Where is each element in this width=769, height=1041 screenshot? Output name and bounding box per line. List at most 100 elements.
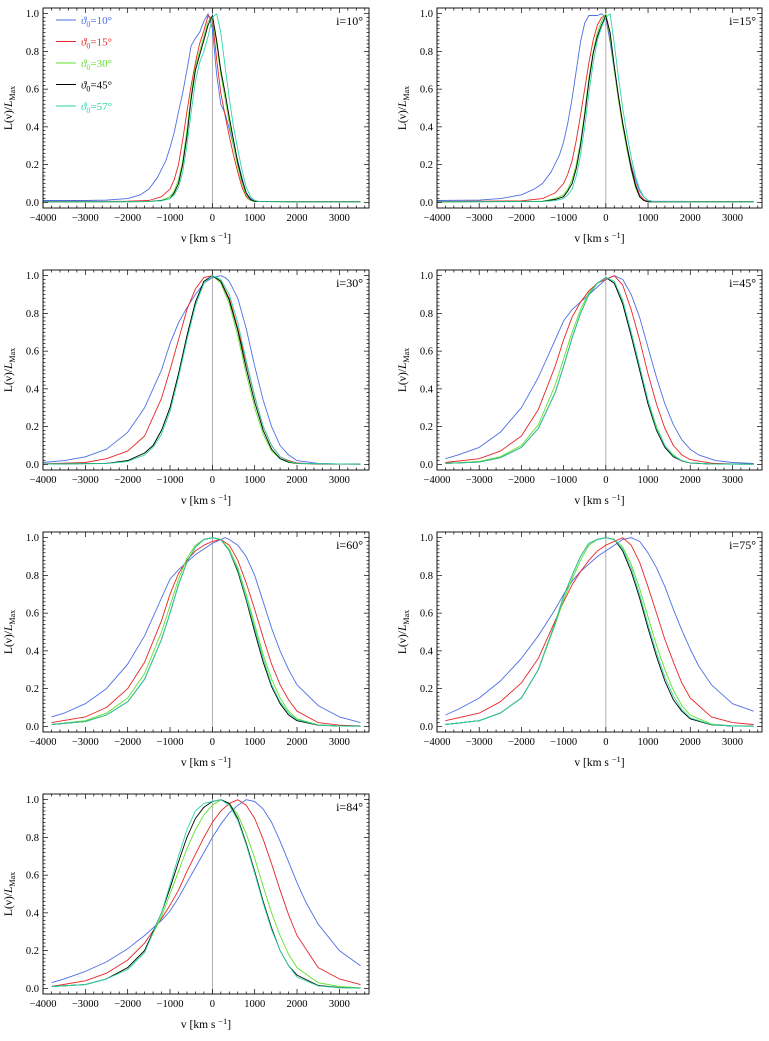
y-tick-label: 0.2 [420,422,433,433]
x-axis-label: v [km s −1] [181,230,231,245]
y-tick-label: 1.0 [420,9,433,20]
y-tick-label: 1.0 [26,795,39,806]
legend-entry-theta30: ϑ0=30° [81,58,112,72]
x-tick-label: 3000 [722,213,743,224]
y-tick-label: 0.8 [26,571,39,582]
y-tick-label: 0.6 [26,609,39,620]
series-line-theta10 [445,275,754,464]
panel-4: −4000 −3000 −2000 −1000 0 1000 2000 3000 0.0 0.2 0… [397,269,763,507]
series-line-theta57 [42,13,361,203]
series-line-theta10 [51,799,361,984]
x-tick-label: −2000 [508,475,535,486]
y-axis-label: L(ν)/LMax [3,348,17,392]
x-axis-label: v [km s −1] [181,492,231,507]
panel-label: i=15° [729,14,756,28]
y-axis-label: L(ν)/LMax [3,86,17,130]
y-axis-label: L(ν)/LMax [397,348,411,392]
x-tick-label: −2000 [114,213,141,224]
x-tick-label: 0 [603,475,608,486]
x-tick-label: 2000 [680,213,701,224]
plot-frame [42,793,370,995]
y-tick-label: 0.8 [420,571,433,582]
x-tick-label: −3000 [72,213,99,224]
y-axis-label: L(ν)/LMax [3,872,17,916]
legend: ϑ0=10° ϑ0=15° ϑ0=30° ϑ0=45° ϑ0=57° [56,15,112,115]
series-line-theta45 [42,275,361,465]
y-tick-label: 0.4 [26,646,40,657]
plot-frame [436,531,763,733]
x-tick-label: −2000 [114,999,141,1010]
y-tick-label: 0.4 [26,384,40,395]
x-tick-label: 0 [210,737,215,748]
x-tick-label: −4000 [30,737,57,748]
y-tick-label: 0.6 [26,347,39,358]
series-line-theta15 [436,15,754,203]
x-tick-label: 0 [210,475,215,486]
y-tick-label: 0.0 [26,984,39,995]
series-line-theta30 [436,13,754,203]
series-line-theta45 [445,277,754,465]
x-tick-label: 2000 [287,999,308,1010]
series-line-theta15 [445,537,754,725]
series-line-theta45 [436,15,754,203]
x-tick-label: −1000 [157,475,184,486]
series-line-theta10 [436,13,754,202]
x-axis-label: v [km s −1] [181,754,231,769]
panel-label: i=45° [729,276,756,290]
x-tick-label: 0 [603,213,608,224]
y-tick-label: 0.0 [420,460,433,471]
x-tick-label: 0 [210,213,215,224]
y-tick-label: 0.2 [420,684,433,695]
series-line-theta45 [51,537,361,727]
series-line-theta15 [445,275,754,465]
x-tick-label: 0 [210,999,215,1010]
x-tick-label: −2000 [114,475,141,486]
legend-entry-theta15: ϑ0=15° [81,37,112,51]
y-tick-label: 0.8 [26,309,39,320]
panel-6: −4000 −3000 −2000 −1000 0 1000 2000 3000 0.0 0.2 0… [397,531,763,769]
x-tick-label: 3000 [722,737,743,748]
x-tick-label: −1000 [157,213,184,224]
x-tick-label: 1000 [638,213,659,224]
x-tick-label: −3000 [466,475,493,486]
y-tick-label: 1.0 [26,271,39,282]
x-tick-label: −2000 [508,737,535,748]
y-tick-label: 0.8 [26,833,39,844]
x-tick-label: 1000 [244,737,265,748]
x-tick-label: 3000 [722,475,743,486]
x-tick-label: −4000 [30,999,57,1010]
x-tick-label: −2000 [114,737,141,748]
y-tick-label: 0.6 [26,85,39,96]
x-tick-label: −1000 [550,213,577,224]
series-line-theta10 [51,537,361,724]
panel-label: i=75° [729,538,756,552]
x-tick-label: −1000 [550,475,577,486]
legend-entry-theta10: ϑ0=10° [81,15,112,29]
y-tick-label: 1.0 [420,533,433,544]
plot-frame [436,7,763,209]
x-axis-label: v [km s −1] [574,230,624,245]
series-line-theta57 [436,13,754,203]
plot-frame [436,269,763,471]
x-tick-label: 1000 [638,737,659,748]
x-tick-label: 3000 [329,737,350,748]
x-tick-label: −1000 [157,737,184,748]
series-line-theta30 [445,537,754,727]
x-tick-label: −3000 [466,213,493,224]
y-tick-label: 0.2 [26,422,39,433]
x-axis-label: v [km s −1] [181,1016,231,1031]
series-line-theta57 [51,537,361,727]
y-tick-label: 0.0 [26,198,39,209]
x-tick-label: −1000 [550,737,577,748]
x-tick-label: −3000 [72,999,99,1010]
panel-label: i=10° [336,14,363,28]
y-tick-label: 0.2 [26,684,39,695]
series-line-theta10 [445,537,754,716]
panel-3: −4000 −3000 −2000 −1000 0 1000 2000 3000 0.0 0.2 0… [3,269,370,507]
y-tick-label: 0.8 [420,47,433,58]
y-tick-label: 0.8 [26,47,39,58]
y-axis-label: L(ν)/LMax [3,610,17,654]
y-tick-label: 0.6 [420,609,433,620]
plot-frame [42,269,370,471]
